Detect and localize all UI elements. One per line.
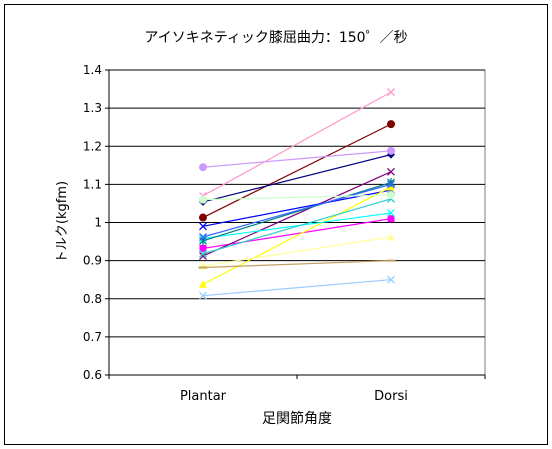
point-marker — [199, 163, 207, 172]
series-line — [202, 181, 392, 242]
point-marker — [199, 244, 207, 252]
x-axis-label: 足関節角度 — [262, 410, 332, 427]
point-marker — [387, 232, 395, 241]
point-marker — [387, 180, 395, 189]
data-series — [199, 191, 395, 204]
series-line — [202, 171, 392, 257]
series-line — [202, 154, 392, 203]
series-line — [202, 198, 392, 255]
series-line — [202, 123, 392, 219]
point-marker — [387, 146, 395, 155]
series-line — [202, 218, 392, 250]
data-series — [199, 146, 395, 172]
series-line — [202, 236, 392, 267]
point-marker — [387, 275, 395, 284]
x-tick-label: Plantar — [180, 389, 227, 404]
y-tick-label: 1 — [94, 216, 102, 230]
data-series — [199, 167, 395, 261]
point-marker — [199, 249, 207, 258]
y-tick-label: 1.1 — [83, 177, 102, 191]
plot-area: 0.6 0.7 0.8 0.9 1 1.1 1.2 1.3 1.4 Plantar Dorsi — [83, 63, 486, 404]
point-marker — [199, 280, 207, 288]
series-line — [202, 194, 392, 201]
series-line — [202, 91, 392, 197]
y-tick-label: 0.9 — [83, 254, 102, 268]
data-series — [199, 120, 395, 222]
point-marker — [199, 233, 207, 241]
point-marker — [387, 209, 395, 217]
point-marker — [199, 195, 207, 204]
data-series — [199, 180, 395, 241]
series-line — [202, 260, 392, 269]
point-marker — [387, 88, 395, 97]
series-line — [202, 183, 392, 238]
point-marker — [199, 252, 207, 261]
point-marker — [387, 167, 395, 176]
point-marker — [387, 191, 395, 200]
y-tick-label: 0.8 — [83, 292, 102, 306]
y-tick-label: 1.2 — [83, 139, 102, 153]
series-line — [202, 150, 392, 168]
point-marker — [199, 291, 207, 300]
series-line — [202, 186, 392, 285]
point-marker — [199, 213, 207, 222]
y-axis-label: トルク(kgfm) — [55, 181, 70, 263]
y-tick-label: 1.3 — [83, 101, 102, 115]
point-marker — [387, 120, 395, 129]
point-marker — [387, 215, 395, 223]
y-tick-label: 1.4 — [83, 63, 102, 77]
data-series — [199, 215, 395, 252]
series-line — [202, 279, 392, 297]
x-tick-label: Dorsi — [374, 389, 408, 404]
y-tick-label: 0.7 — [83, 330, 102, 344]
point-marker — [199, 222, 207, 231]
y-tick-label: 0.6 — [83, 368, 102, 382]
data-series — [199, 275, 395, 300]
data-series — [198, 259, 396, 269]
chart-title: アイソキネティック膝屈曲力：150゜／秒 — [144, 30, 407, 46]
